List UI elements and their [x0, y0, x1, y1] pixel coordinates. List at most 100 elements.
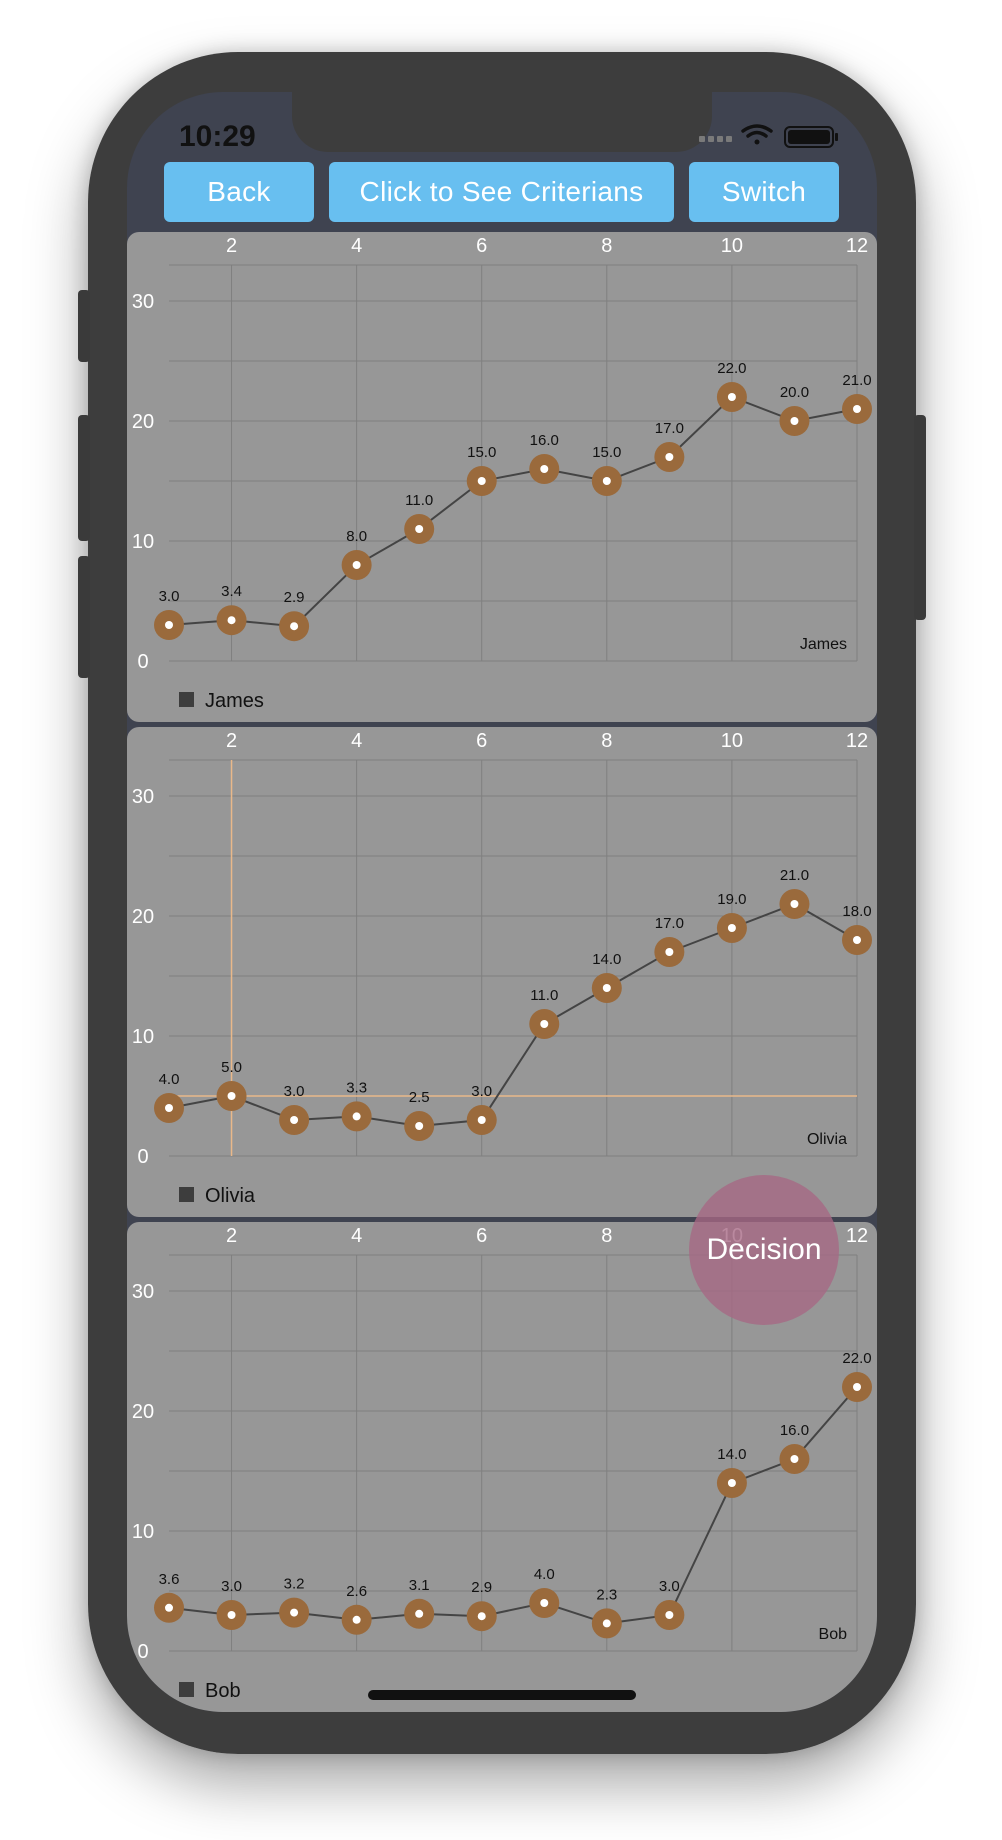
x-tick-label: 4	[351, 730, 362, 752]
data-label: 3.0	[159, 588, 180, 605]
wifi-icon	[741, 124, 773, 145]
chart-panel-olivia[interactable]: 2 4 6 8 10 12 0 10 20 30 4.0 5.0 3.0 3.3 2.5 3.0 11.0 14.…	[127, 727, 877, 1217]
data-point-center	[540, 465, 549, 473]
data-point-center	[227, 1611, 236, 1619]
data-point-center	[415, 1609, 424, 1618]
data-point-center	[853, 405, 861, 413]
data-label: 8.0	[346, 528, 367, 545]
data-label: 3.0	[221, 1578, 242, 1595]
data-label: 17.0	[655, 420, 684, 437]
data-point-center	[290, 1608, 299, 1617]
back-button[interactable]: Back	[164, 162, 314, 222]
home-indicator	[368, 1690, 636, 1700]
data-label: 3.3	[346, 1079, 367, 1096]
legend-label: Olivia	[205, 1185, 256, 1207]
data-label: 3.2	[284, 1576, 305, 1593]
data-point-center	[227, 616, 236, 625]
legend-label: Bob	[205, 1680, 241, 1702]
x-tick-label: 12	[846, 730, 868, 752]
volume-down-button	[78, 556, 90, 678]
data-label: 4.0	[534, 1566, 555, 1583]
data-point-center	[790, 900, 799, 908]
x-tick-label: 8	[601, 235, 612, 257]
data-point-center	[853, 1383, 861, 1391]
data-label: 3.6	[159, 1571, 180, 1588]
data-point-center	[352, 561, 361, 569]
data-point-center	[602, 1619, 611, 1628]
y-tick-label: 20	[132, 1401, 154, 1423]
data-point-center	[790, 1455, 799, 1463]
data-label: 5.0	[221, 1059, 242, 1076]
data-label: 15.0	[467, 444, 496, 461]
data-label: 2.9	[471, 1579, 492, 1596]
chart-olivia[interactable]: 2 4 6 8 10 12 0 10 20 30 4.0 5.0 3.0 3.3 2.5 3.0 11.0 14.…	[127, 727, 877, 1217]
data-point-center	[477, 1612, 486, 1621]
data-label: 3.1	[409, 1577, 430, 1594]
data-point-center	[602, 984, 611, 992]
data-label: 20.0	[780, 384, 809, 401]
data-label: 18.0	[842, 903, 871, 920]
data-label: 11.0	[530, 987, 558, 1004]
chart-james[interactable]: 2 4 6 8 10 12 0 10 20 30 3.0 3.4 2.9 8.0 11.0 15.0 16.0 1…	[127, 232, 877, 722]
y-tick-label: 10	[132, 1521, 154, 1543]
data-point-center	[352, 1615, 361, 1624]
x-tick-label: 10	[721, 730, 743, 752]
data-point-center	[540, 1599, 549, 1607]
chart-bob[interactable]: 2468101201020303.63.03.22.63.12.94.02.33…	[127, 1222, 877, 1712]
data-point-center	[477, 477, 486, 485]
data-point-center	[352, 1112, 361, 1121]
data-point-center	[853, 936, 861, 944]
data-label: 3.0	[659, 1578, 680, 1595]
y-tick-label: 30	[132, 291, 154, 313]
legend-label: James	[205, 690, 264, 712]
series-line	[168, 902, 858, 1128]
x-tick-label: 6	[476, 235, 487, 257]
data-label: 16.0	[780, 1422, 809, 1439]
data-point-center	[165, 621, 173, 629]
x-tick-label: 4	[351, 1225, 362, 1247]
data-point-center	[540, 1020, 549, 1028]
y-tick-label: 10	[132, 531, 154, 553]
data-label: 3.0	[284, 1083, 305, 1100]
data-label: 14.0	[592, 951, 621, 968]
status-icons	[699, 122, 849, 152]
y-tick-label: 30	[132, 1281, 154, 1303]
series-line	[168, 395, 858, 628]
data-point-center	[165, 1104, 173, 1112]
switch-button[interactable]: Switch	[689, 162, 839, 222]
data-label: 21.0	[842, 372, 871, 389]
chart-panel-james[interactable]: 2 4 6 8 10 12 0 10 20 30 3.0 3.4 2.9 8.0 11.0 15.0 16.0 1…	[127, 232, 877, 722]
x-tick-label: 2	[226, 1225, 237, 1247]
y-tick-label: 0	[137, 1641, 148, 1663]
data-point-center	[290, 622, 299, 631]
data-label: 3.0	[471, 1083, 492, 1100]
series-line	[168, 1386, 858, 1625]
power-button	[914, 415, 926, 620]
data-point-center	[790, 417, 799, 425]
x-tick-label: 6	[476, 1225, 487, 1247]
data-label: 16.0	[530, 432, 559, 449]
data-point-center	[665, 948, 674, 956]
x-tick-label: 10	[721, 235, 743, 257]
status-time: 10:29	[179, 120, 256, 153]
data-point-center	[665, 453, 674, 461]
decision-button[interactable]: Decision	[689, 1175, 839, 1325]
data-point-center	[290, 1116, 299, 1124]
data-label: 3.4	[221, 583, 242, 600]
data-label: 19.0	[717, 891, 746, 908]
y-tick-label: 30	[132, 786, 154, 808]
chart-description: Bob	[819, 1626, 848, 1643]
see-criterians-button[interactable]: Click to See Criterians	[329, 162, 674, 222]
y-tick-label: 10	[132, 1026, 154, 1048]
legend-swatch	[179, 692, 194, 707]
data-point-center	[665, 1611, 674, 1619]
data-label: 15.0	[592, 444, 621, 461]
data-point-center	[477, 1116, 486, 1124]
x-tick-label: 2	[226, 235, 237, 257]
data-label: 22.0	[717, 360, 746, 377]
y-tick-label: 20	[132, 906, 154, 928]
screen: 10:29 Back Click to See Criterians Switc…	[127, 92, 877, 1712]
x-tick-label: 4	[351, 235, 362, 257]
data-point-center	[165, 1603, 173, 1612]
data-label: 14.0	[717, 1446, 746, 1463]
